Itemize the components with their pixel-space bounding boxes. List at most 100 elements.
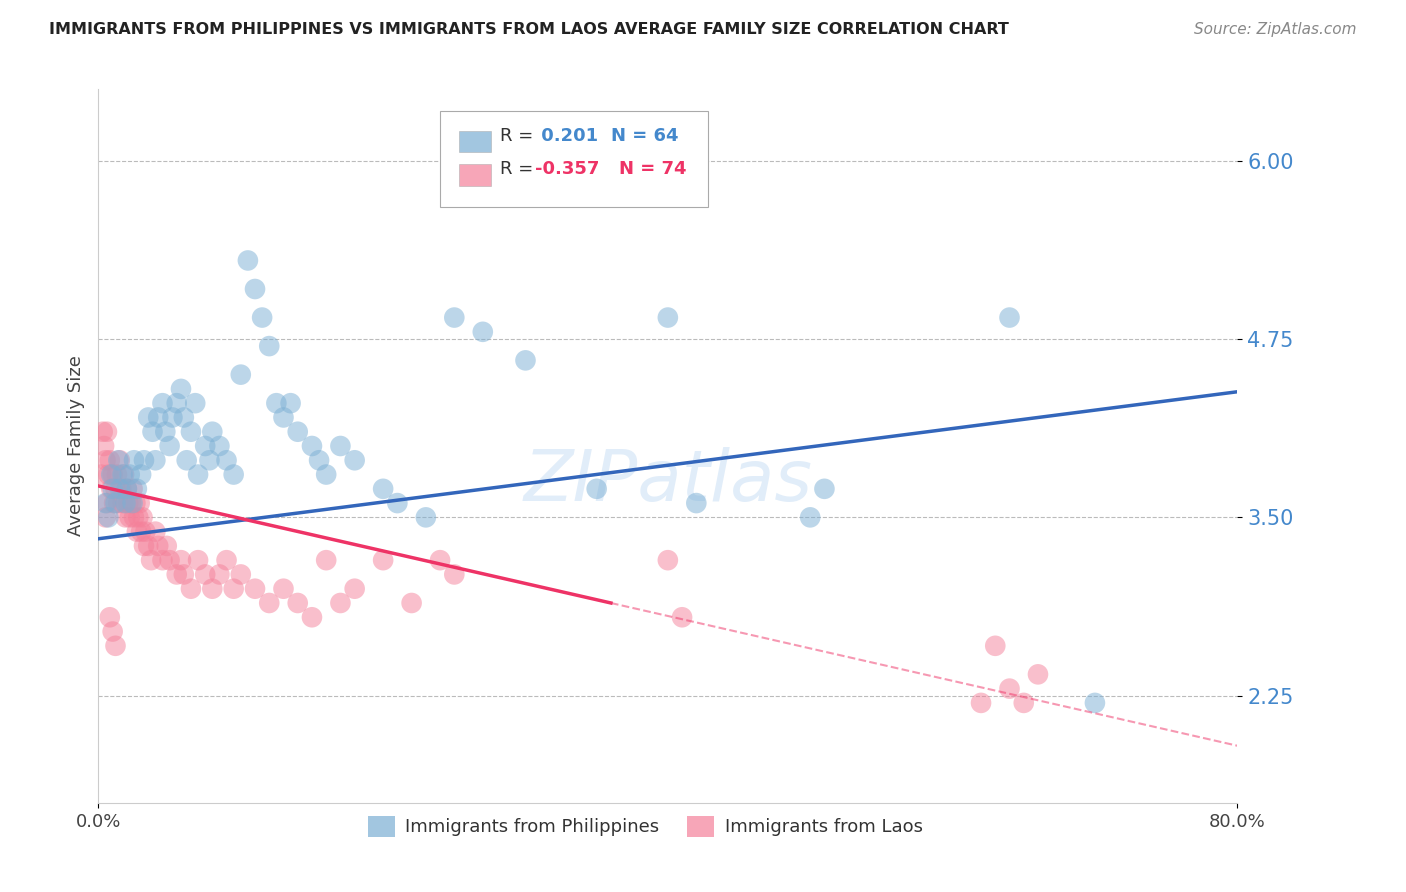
Point	[129, 467, 152, 482]
Point	[94, 496, 117, 510]
Point	[159, 439, 181, 453]
Point	[104, 496, 127, 510]
Text: R =: R =	[501, 127, 534, 145]
Point	[98, 610, 121, 624]
Point	[155, 425, 177, 439]
Point	[145, 453, 167, 467]
Point	[1026, 667, 1049, 681]
Text: N = 74: N = 74	[619, 161, 686, 178]
Point	[215, 553, 238, 567]
Point	[127, 510, 149, 524]
Point	[103, 496, 125, 510]
Text: 0.201: 0.201	[534, 127, 598, 145]
Y-axis label: Average Family Size: Average Family Size	[66, 356, 84, 536]
Point	[122, 453, 145, 467]
Point	[93, 439, 115, 453]
Point	[110, 482, 132, 496]
Point	[121, 496, 143, 510]
Point	[1012, 696, 1035, 710]
Point	[273, 410, 295, 425]
Point	[443, 567, 465, 582]
Point	[124, 496, 146, 510]
Point	[657, 553, 679, 567]
Point	[998, 681, 1021, 696]
Point	[229, 567, 252, 582]
Point	[107, 453, 129, 467]
Point	[118, 510, 141, 524]
Point	[132, 453, 155, 467]
Legend: Immigrants from Philippines, Immigrants from Laos: Immigrants from Philippines, Immigrants …	[360, 808, 929, 844]
Point	[166, 396, 188, 410]
Point	[243, 582, 266, 596]
Point	[112, 467, 135, 482]
Point	[101, 467, 124, 482]
Point	[343, 582, 366, 596]
Point	[187, 467, 209, 482]
Point	[215, 453, 238, 467]
Point	[98, 453, 121, 467]
Point	[515, 353, 537, 368]
Point	[657, 310, 679, 325]
Point	[100, 467, 122, 482]
Point	[115, 482, 138, 496]
Point	[141, 425, 163, 439]
Point	[1084, 696, 1107, 710]
Point	[129, 524, 152, 539]
Point	[152, 396, 174, 410]
Point	[266, 396, 288, 410]
Point	[148, 539, 170, 553]
Point	[114, 496, 136, 510]
Point	[287, 425, 309, 439]
Point	[243, 282, 266, 296]
Point	[111, 496, 134, 510]
Point	[114, 510, 136, 524]
Point	[111, 467, 134, 482]
Point	[250, 310, 273, 325]
FancyBboxPatch shape	[440, 111, 707, 207]
Point	[222, 582, 245, 596]
Point	[984, 639, 1007, 653]
Text: IMMIGRANTS FROM PHILIPPINES VS IMMIGRANTS FROM LAOS AVERAGE FAMILY SIZE CORRELAT: IMMIGRANTS FROM PHILIPPINES VS IMMIGRANT…	[49, 22, 1010, 37]
Point	[125, 524, 148, 539]
Point	[180, 425, 202, 439]
Point	[287, 596, 309, 610]
Point	[122, 510, 145, 524]
Point	[429, 553, 451, 567]
Point	[90, 467, 112, 482]
Text: ZIPatlas: ZIPatlas	[523, 447, 813, 516]
Point	[671, 610, 693, 624]
Point	[201, 582, 224, 596]
FancyBboxPatch shape	[460, 130, 491, 152]
Point	[117, 496, 139, 510]
Point	[162, 410, 184, 425]
Point	[120, 496, 142, 510]
Point	[315, 467, 337, 482]
Point	[132, 539, 155, 553]
Point	[159, 553, 181, 567]
Point	[96, 425, 118, 439]
Point	[387, 496, 409, 510]
Point	[173, 410, 195, 425]
Point	[156, 539, 179, 553]
Point	[187, 553, 209, 567]
FancyBboxPatch shape	[460, 164, 491, 186]
Point	[329, 439, 352, 453]
Point	[198, 453, 221, 467]
Point	[97, 510, 120, 524]
Point	[108, 453, 131, 467]
Point	[104, 482, 127, 496]
Point	[301, 610, 323, 624]
Point	[104, 639, 127, 653]
Point	[128, 496, 150, 510]
Point	[152, 553, 174, 567]
Point	[301, 439, 323, 453]
Point	[471, 325, 494, 339]
Point	[115, 482, 138, 496]
Point	[94, 510, 117, 524]
Point	[97, 467, 120, 482]
Point	[229, 368, 252, 382]
Point	[329, 596, 352, 610]
Point	[170, 382, 193, 396]
Text: R =: R =	[501, 161, 540, 178]
Point	[136, 410, 159, 425]
